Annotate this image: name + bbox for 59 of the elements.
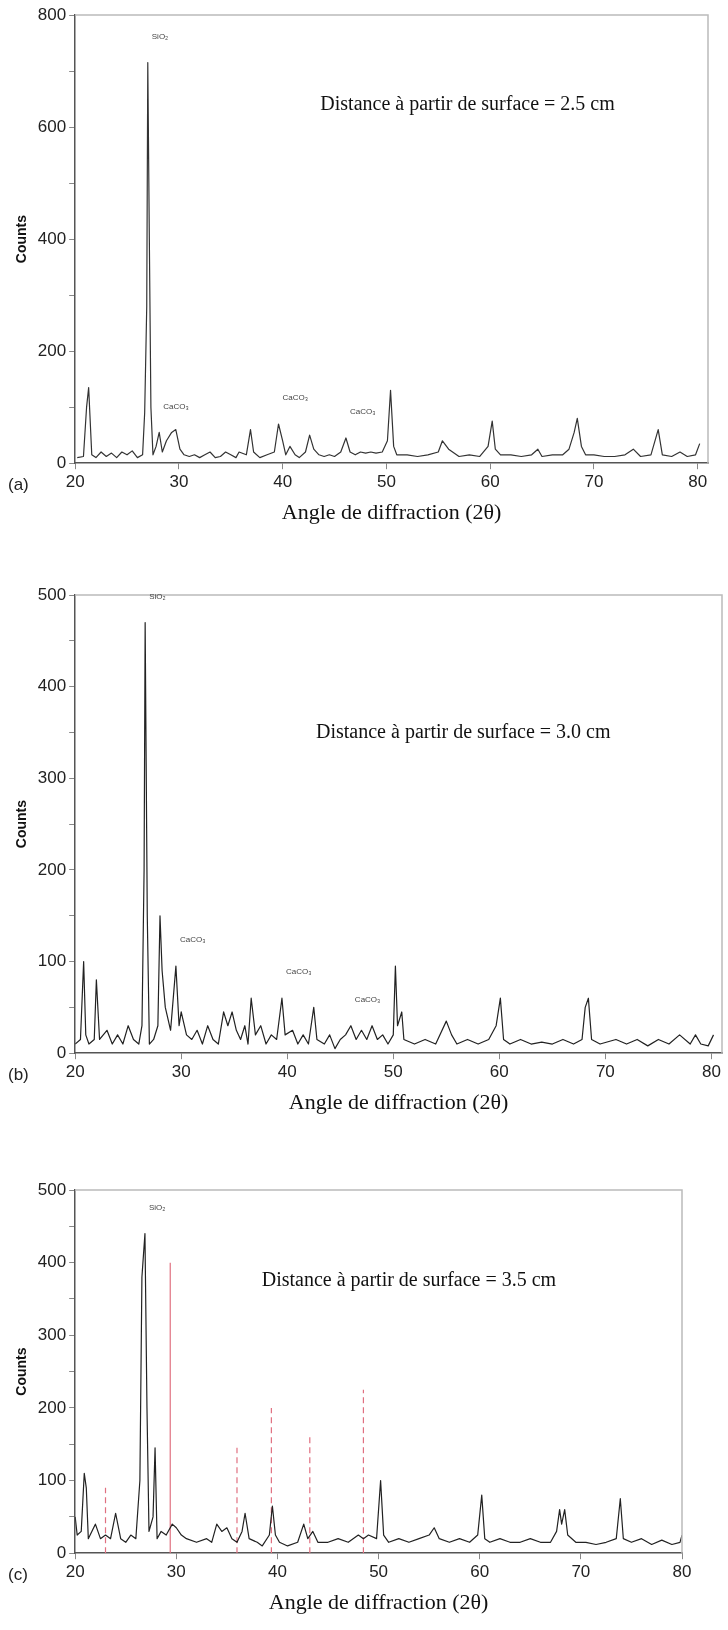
annotation: CaCO₃ (349, 407, 376, 417)
y-tick-label: 300 (37, 767, 67, 787)
y-tick-label: 200 (37, 859, 67, 879)
y-tick-label: 0 (56, 452, 67, 472)
y-tick-label: 100 (37, 951, 67, 971)
y-tick-label: 300 (37, 1324, 67, 1344)
y-tick-label: 500 (37, 1179, 67, 1199)
x-tick-label: 70 (595, 1062, 615, 1082)
text: Distance à partir de surface = 3.0 cm (316, 719, 611, 743)
y-tick-label: 600 (37, 116, 67, 136)
x-tick-label: 40 (277, 1062, 297, 1082)
annotation: SiO₂ (149, 591, 166, 601)
x-axis-title: Angle de diffraction (2θ) (268, 1588, 489, 1614)
annotation: SiO₂ (151, 31, 169, 41)
text: (a) (8, 475, 29, 495)
y-axis-title: Counts (13, 799, 30, 849)
x-tick-label: 60 (489, 1062, 509, 1082)
x-tick-label: 50 (376, 472, 396, 492)
text: (c) (8, 1565, 28, 1585)
y-axis-title: Counts (13, 1347, 30, 1396)
x-tick-label: 20 (65, 1562, 85, 1582)
annotation: CaCO₃ (282, 393, 308, 403)
y-tick-label: 0 (56, 1542, 67, 1562)
x-tick-label: 30 (169, 472, 189, 492)
x-axis-title: Angle de diffraction (2θ) (281, 498, 502, 524)
annotation: SiO₂ (148, 1202, 166, 1212)
x-tick-label: 80 (672, 1562, 692, 1582)
x-tick-label: 20 (65, 472, 85, 492)
text: Distance à partir de surface = 2.5 cm (320, 91, 616, 115)
x-tick-label: 80 (701, 1062, 721, 1082)
x-tick-label: 60 (480, 472, 500, 492)
x-tick-label: 30 (166, 1562, 186, 1582)
y-tick-label: 400 (37, 676, 67, 696)
x-tick-label: 30 (171, 1062, 191, 1082)
x-tick-label: 80 (688, 472, 708, 492)
y-axis-title: Counts (13, 214, 30, 264)
annotation: CaCO₃ (179, 935, 206, 945)
x-tick-label: 50 (383, 1062, 403, 1082)
x-tick-label: 70 (584, 472, 604, 492)
x-tick-label: 50 (369, 1562, 389, 1582)
y-tick-label: 400 (37, 1252, 67, 1272)
y-tick-label: 400 (37, 228, 67, 248)
y-tick-label: 100 (37, 1470, 67, 1490)
y-tick-label: 500 (37, 584, 67, 604)
y-tick-label: 800 (37, 4, 67, 24)
x-tick-label: 60 (470, 1562, 490, 1582)
x-axis-title: Angle de diffraction (2θ) (288, 1088, 509, 1114)
y-tick-label: 200 (37, 340, 67, 360)
x-tick-label: 70 (571, 1562, 591, 1582)
text: (b) (8, 1065, 29, 1085)
annotation: CaCO₃ (285, 967, 312, 977)
annotation: CaCO₃ (163, 401, 189, 411)
annotation: CaCO₃ (354, 994, 381, 1004)
x-tick-label: 40 (273, 472, 293, 492)
y-tick-label: 200 (37, 1397, 67, 1417)
y-tick-label: 0 (56, 1042, 67, 1062)
text: Distance à partir de surface = 3.5 cm (261, 1268, 557, 1292)
x-tick-label: 20 (65, 1062, 85, 1082)
x-tick-label: 40 (267, 1562, 287, 1582)
